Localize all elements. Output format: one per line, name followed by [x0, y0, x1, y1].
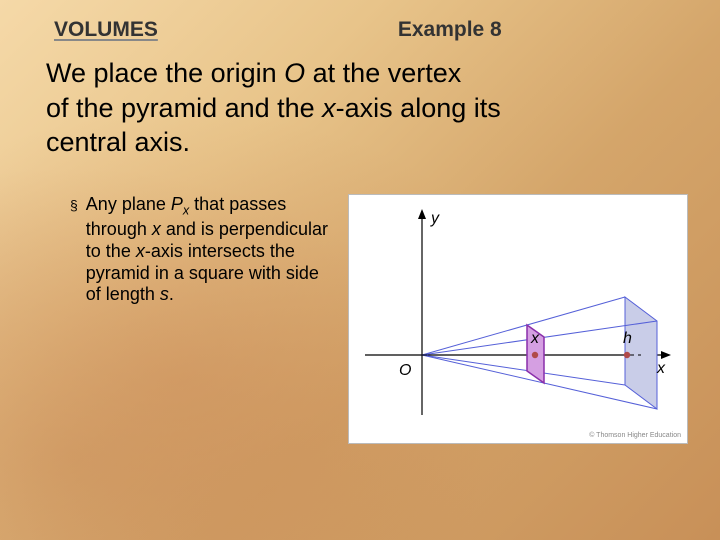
figure-pyramid: y x O x h © Thomson Higher Education: [348, 194, 688, 444]
bullet-text: Any plane Px that passes through x and i…: [86, 194, 330, 444]
main-text: We place the origin O at the vertex of t…: [0, 42, 720, 160]
label-y: y: [430, 210, 440, 227]
label-O: O: [399, 362, 411, 379]
example-label: Example 8: [398, 18, 502, 42]
slide-container: VOLUMES Example 8 We place the origin O …: [0, 0, 720, 540]
text-fragment: Any plane: [86, 194, 171, 214]
label-x-point: x: [530, 330, 540, 347]
text-fragment: central axis.: [46, 127, 190, 157]
text-fragment: of the pyramid and the: [46, 93, 322, 123]
var-x: x: [152, 219, 161, 239]
text-fragment: -axis along its: [336, 93, 501, 123]
bullet-mark: §: [70, 197, 78, 444]
bullet-block: § Any plane Px that passes through x and…: [70, 194, 330, 444]
header-row: VOLUMES Example 8: [0, 0, 720, 42]
var-O: O: [284, 58, 305, 88]
label-h: h: [623, 330, 632, 347]
var-x: x: [136, 241, 145, 261]
var-x: x: [322, 93, 336, 123]
var-P: P: [171, 194, 183, 214]
pyramid-diagram: y x O x h: [357, 205, 677, 435]
text-fragment: We place the origin: [46, 58, 284, 88]
content-row: § Any plane Px that passes through x and…: [0, 160, 720, 444]
figure-attribution: © Thomson Higher Education: [589, 432, 681, 439]
text-fragment: .: [169, 284, 174, 304]
section-title: VOLUMES: [54, 18, 158, 42]
label-x-axis: x: [656, 360, 666, 377]
text-fragment: at the vertex: [305, 58, 461, 88]
var-s: s: [160, 284, 169, 304]
